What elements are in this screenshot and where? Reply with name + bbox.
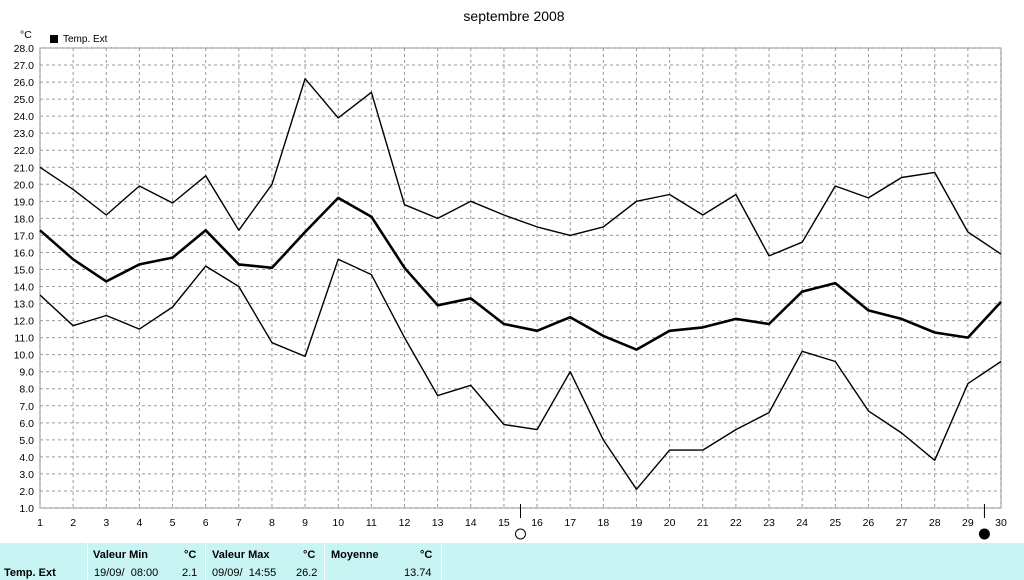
max-unit: °C [303,549,316,561]
x-tick-label: 13 [432,517,444,529]
y-tick-label: 9.0 [19,367,34,379]
x-tick-label: 29 [962,517,974,529]
x-tick-label: 4 [136,517,142,529]
min-date: 19/09/ 08:00 [94,567,159,579]
x-tick-label: 23 [763,517,775,529]
y-tick-label: 16.0 [14,247,35,259]
x-tick-label: 28 [929,517,941,529]
y-tick-label: 2.0 [19,486,34,498]
moon-markers [515,504,990,540]
y-tick-label: 21.0 [14,162,35,174]
legend-label: Temp. Ext [63,34,108,45]
x-tick-label: 19 [631,517,643,529]
y-tick-label: 19.0 [14,196,35,208]
x-tick-label: 3 [103,517,109,529]
x-tick-label: 14 [465,517,477,529]
grid-lines [39,47,1002,509]
y-tick-labels: 1.0 2.0 3.0 4.0 5.0 6.0 7.0 8.0 9.0 10.0 11.0 12.0 1… [14,43,35,515]
series-lines [39,77,1002,490]
x-tick-label: 24 [796,517,808,529]
y-tick-label: 27.0 [14,60,35,72]
x-tick-label: 7 [236,517,242,529]
max-header: Valeur Max [212,549,270,561]
x-tick-label: 1 [37,517,43,529]
y-tick-label: 23.0 [14,128,35,140]
x-tick-label: 20 [664,517,676,529]
y-tick-label: 15.0 [14,264,35,276]
y-tick-label: 7.0 [19,401,34,413]
series-line-mean [39,196,1002,351]
max-value: 26.2 [296,567,318,579]
y-tick-label: 8.0 [19,384,34,396]
x-tick-label: 25 [829,517,841,529]
avg-unit: °C [420,549,433,561]
y-tick-label: 12.0 [14,316,35,328]
y-tick-label: 13.0 [14,299,35,311]
legend-swatch [50,35,58,43]
x-tick-label: 30 [995,517,1007,529]
x-tick-label: 12 [399,517,411,529]
stats-footer: Temp. Ext Valeur Min °C 19/09/ 08:00 2.1… [0,543,1024,580]
temperature-chart: septembre 2008 °C Temp. Ext 1.0 2.0 3.0 4.0… [14,8,1007,540]
y-tick-label: 6.0 [19,418,34,430]
x-tick-label: 18 [598,517,610,529]
y-tick-label: 22.0 [14,145,35,157]
min-value: 2.1 [182,567,198,579]
y-tick-label: 3.0 [19,469,34,481]
x-tick-label: 27 [896,517,908,529]
x-tick-label: 22 [730,517,742,529]
y-tick-label: 17.0 [14,230,35,242]
plot-area [39,47,1002,509]
max-date: 09/09/ 14:55 [212,567,277,579]
y-tick-label: 5.0 [19,435,34,447]
x-tick-label: 10 [332,517,344,529]
y-tick-label: 25.0 [14,94,35,106]
footer-row-label: Temp. Ext [4,567,56,579]
x-tick-label: 8 [269,517,275,529]
y-tick-label: 14.0 [14,282,35,294]
y-tick-label: 4.0 [19,452,34,464]
y-tick-label: 24.0 [14,111,35,123]
x-tick-label: 5 [170,517,176,529]
x-tick-label: 16 [531,517,543,529]
x-tick-label: 11 [366,517,377,529]
y-axis-unit: °C [20,29,32,41]
x-tick-label: 6 [203,517,209,529]
x-tick-label: 2 [70,517,76,529]
y-tick-label: 10.0 [14,350,35,362]
y-tick-label: 28.0 [14,43,35,55]
x-tick-label: 26 [863,517,875,529]
x-tick-label: 17 [564,517,576,529]
moon-new-icon [515,528,526,540]
x-tick-label: 21 [697,517,709,529]
x-tick-labels: 1 2 3 4 5 6 7 8 9 10 11 12 13 14 15 16 17 18 19 20 21 22 23 24 2… [37,517,1007,529]
chart-title: septembre 2008 [463,8,564,24]
series-line-max [39,77,1002,257]
y-tick-label: 18.0 [14,213,35,225]
min-header: Valeur Min [93,549,149,561]
x-tick-label: 9 [302,517,308,529]
x-tick-label: 15 [498,517,510,529]
y-tick-label: 20.0 [14,179,35,191]
avg-value: 13.74 [404,567,432,579]
moon-full-icon [978,528,990,540]
min-unit: °C [184,549,197,561]
y-tick-label: 11.0 [14,333,34,345]
series-line-min [39,258,1002,490]
y-tick-label: 1.0 [19,503,34,515]
avg-header: Moyenne [331,549,379,561]
y-tick-label: 26.0 [14,77,35,89]
